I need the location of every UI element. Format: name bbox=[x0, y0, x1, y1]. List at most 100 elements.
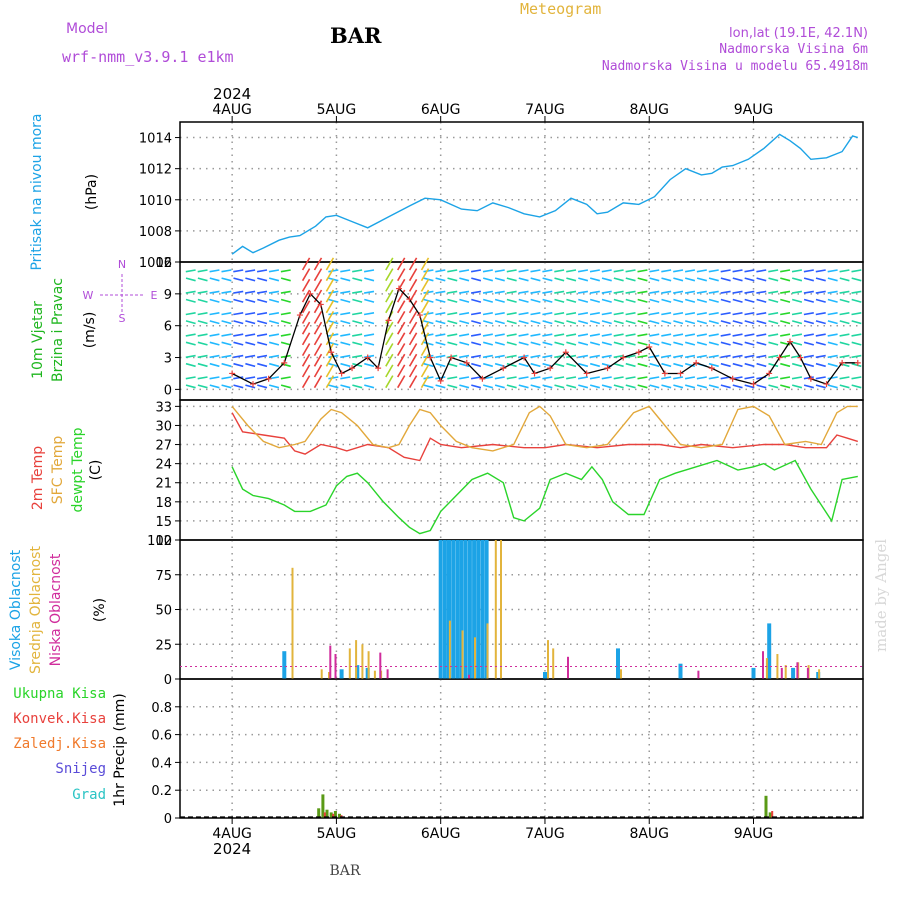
wind-arrow bbox=[518, 384, 529, 389]
wind-arrow bbox=[385, 300, 394, 314]
wind-arrow bbox=[851, 269, 862, 273]
wind-arrow bbox=[185, 341, 196, 346]
wind-arrow bbox=[280, 376, 291, 380]
wind-arrow bbox=[340, 341, 351, 346]
wind-arrow bbox=[791, 376, 803, 380]
wind-arrow bbox=[328, 290, 339, 294]
wind-arrow bbox=[542, 277, 553, 282]
wind-arrow bbox=[268, 384, 280, 389]
x-tick-label-bottom: 4AUG bbox=[212, 826, 252, 842]
wind-arrow bbox=[744, 320, 755, 325]
wind-arrow bbox=[185, 320, 196, 325]
wind-arrow bbox=[482, 384, 494, 389]
wind-arrow bbox=[328, 312, 339, 316]
wind-arrow bbox=[756, 290, 767, 294]
y-tick-label: 30 bbox=[155, 419, 172, 434]
wind-arrow bbox=[301, 321, 311, 335]
wind-arrow bbox=[815, 333, 826, 337]
wind-arrow bbox=[661, 298, 672, 303]
wind-speed-marker bbox=[364, 354, 371, 361]
wind-arrow bbox=[673, 290, 684, 294]
wind-speed-marker bbox=[766, 370, 773, 377]
panel-frame-temperature bbox=[179, 399, 864, 541]
wind-arrow bbox=[732, 333, 743, 337]
wind-arrow bbox=[340, 277, 351, 282]
wind-arrow bbox=[245, 312, 256, 316]
wind-arrow bbox=[839, 333, 850, 337]
wind-arrow bbox=[301, 300, 311, 314]
wind-arrow bbox=[554, 312, 565, 316]
bar-cloud-1 bbox=[474, 637, 476, 679]
wind-arrow bbox=[815, 312, 826, 316]
wind-arrow bbox=[385, 268, 394, 282]
wind-arrow bbox=[352, 277, 363, 282]
wind-arrow bbox=[791, 320, 803, 325]
wind-arrow bbox=[720, 362, 731, 368]
wind-speed-marker bbox=[807, 375, 814, 382]
wind-arrow bbox=[613, 290, 624, 294]
bar-cloud-1 bbox=[367, 651, 370, 679]
wind-arrow bbox=[744, 376, 755, 380]
wind-arrow bbox=[423, 290, 434, 294]
wind-arrow bbox=[684, 376, 696, 380]
wind-arrow bbox=[494, 298, 505, 303]
wind-arrow bbox=[470, 376, 482, 380]
bar-cloud-0 bbox=[463, 540, 468, 679]
wind-arrow bbox=[257, 277, 268, 282]
wind-arrow bbox=[494, 333, 505, 337]
wind-arrow bbox=[589, 269, 600, 273]
wind-axis-label-2: Brzina i Pravac bbox=[50, 278, 66, 382]
wind-arrow bbox=[363, 312, 375, 316]
wind-arrow bbox=[494, 376, 505, 380]
wind-arrow bbox=[554, 362, 565, 368]
wind-arrow bbox=[435, 384, 446, 389]
wind-arrow bbox=[649, 312, 660, 316]
wind-arrow bbox=[744, 341, 755, 346]
bar-cloud-2 bbox=[329, 645, 332, 679]
wind-arrow bbox=[803, 269, 814, 273]
wind-arrow bbox=[185, 269, 196, 273]
wind-arrow bbox=[768, 290, 779, 294]
wind-arrow bbox=[613, 341, 624, 346]
wind-arrow bbox=[459, 362, 470, 368]
wind-arrow bbox=[756, 277, 767, 282]
wind-arrow bbox=[328, 333, 339, 337]
wind-speed-marker bbox=[521, 354, 528, 361]
wind-arrow bbox=[245, 384, 256, 389]
wind-arrow bbox=[518, 298, 529, 303]
wind-arrow bbox=[447, 333, 458, 337]
wind-speed-marker bbox=[547, 365, 554, 372]
x-tick-label-bottom: 9AUG bbox=[734, 826, 774, 842]
wind-arrow bbox=[471, 298, 482, 303]
precip-legend-item: Grad bbox=[72, 787, 106, 803]
x-year-label-top: 2024 bbox=[213, 85, 251, 103]
wind-arrow bbox=[530, 298, 541, 303]
wind-arrow bbox=[577, 312, 589, 316]
wind-arrow bbox=[744, 333, 755, 337]
wind-arrow bbox=[420, 310, 430, 324]
wind-arrow bbox=[708, 290, 719, 294]
wind-arrow bbox=[696, 269, 707, 273]
wind-arrow bbox=[301, 257, 311, 271]
wind-arrow bbox=[613, 312, 624, 316]
wind-speed-marker bbox=[604, 365, 611, 372]
wind-arrow bbox=[397, 300, 406, 314]
wind-arrow bbox=[637, 376, 648, 380]
wind-speed-marker bbox=[620, 354, 627, 361]
bar-cloud-1 bbox=[500, 540, 502, 679]
bar-cloud-0 bbox=[751, 667, 756, 679]
wind-arrow bbox=[385, 353, 394, 367]
y-tick-label: 18 bbox=[155, 496, 172, 511]
wind-arrow bbox=[554, 298, 565, 303]
wind-arrow bbox=[470, 290, 482, 294]
temp2m-axis-label: 2m Temp bbox=[30, 446, 46, 510]
wind-arrow bbox=[209, 312, 220, 316]
location-label: lon,lat (19.1E, 42.1N) bbox=[729, 26, 868, 41]
wind-arrow bbox=[506, 290, 517, 294]
precip-axis-label: 1hr Precip (mm) bbox=[112, 693, 128, 806]
wind-arrow bbox=[328, 376, 339, 380]
wind-arrow bbox=[756, 341, 767, 346]
cloud-unit-label: (%) bbox=[92, 598, 108, 622]
wind-arrow bbox=[601, 320, 612, 325]
wind-arrow bbox=[649, 362, 660, 368]
